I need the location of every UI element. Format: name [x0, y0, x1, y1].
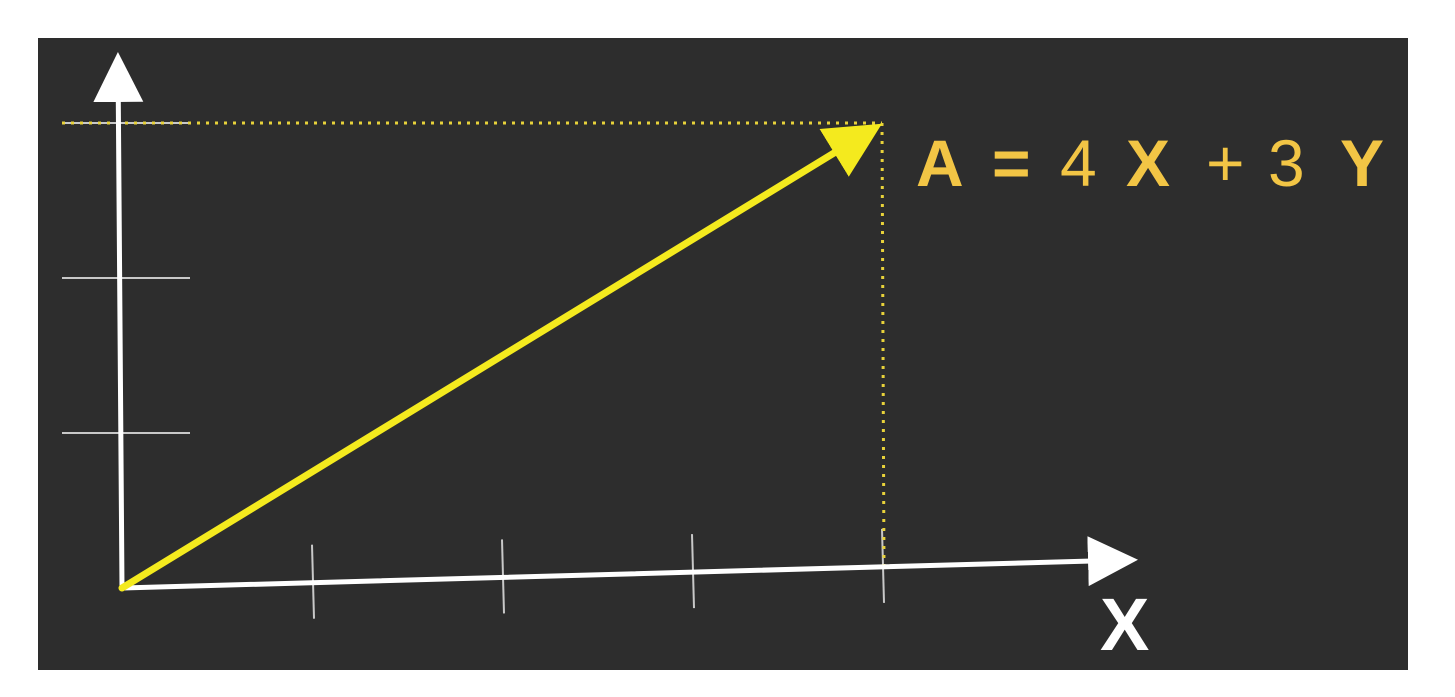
x-axis-label: X: [1100, 583, 1149, 666]
equation-x-basis: X: [1126, 126, 1170, 200]
x-axis: [119, 536, 1138, 591]
equation-y-coefficient: 3: [1268, 126, 1305, 200]
equation-y-basis: Y: [1340, 126, 1384, 200]
vector-equation: A = 4 X + 3 Y: [916, 126, 1384, 200]
x-component-guide: [880, 122, 886, 567]
component-guides: [62, 121, 886, 567]
equation-equals-sign: =: [992, 126, 1031, 200]
equation-plus-sign: +: [1206, 126, 1245, 200]
vector-a-arrow: [118, 123, 882, 592]
equation-vector-name: A: [916, 126, 964, 200]
board-background: [38, 38, 1408, 670]
y-axis: [93, 52, 144, 591]
equation-x-coefficient: 4: [1060, 126, 1097, 200]
